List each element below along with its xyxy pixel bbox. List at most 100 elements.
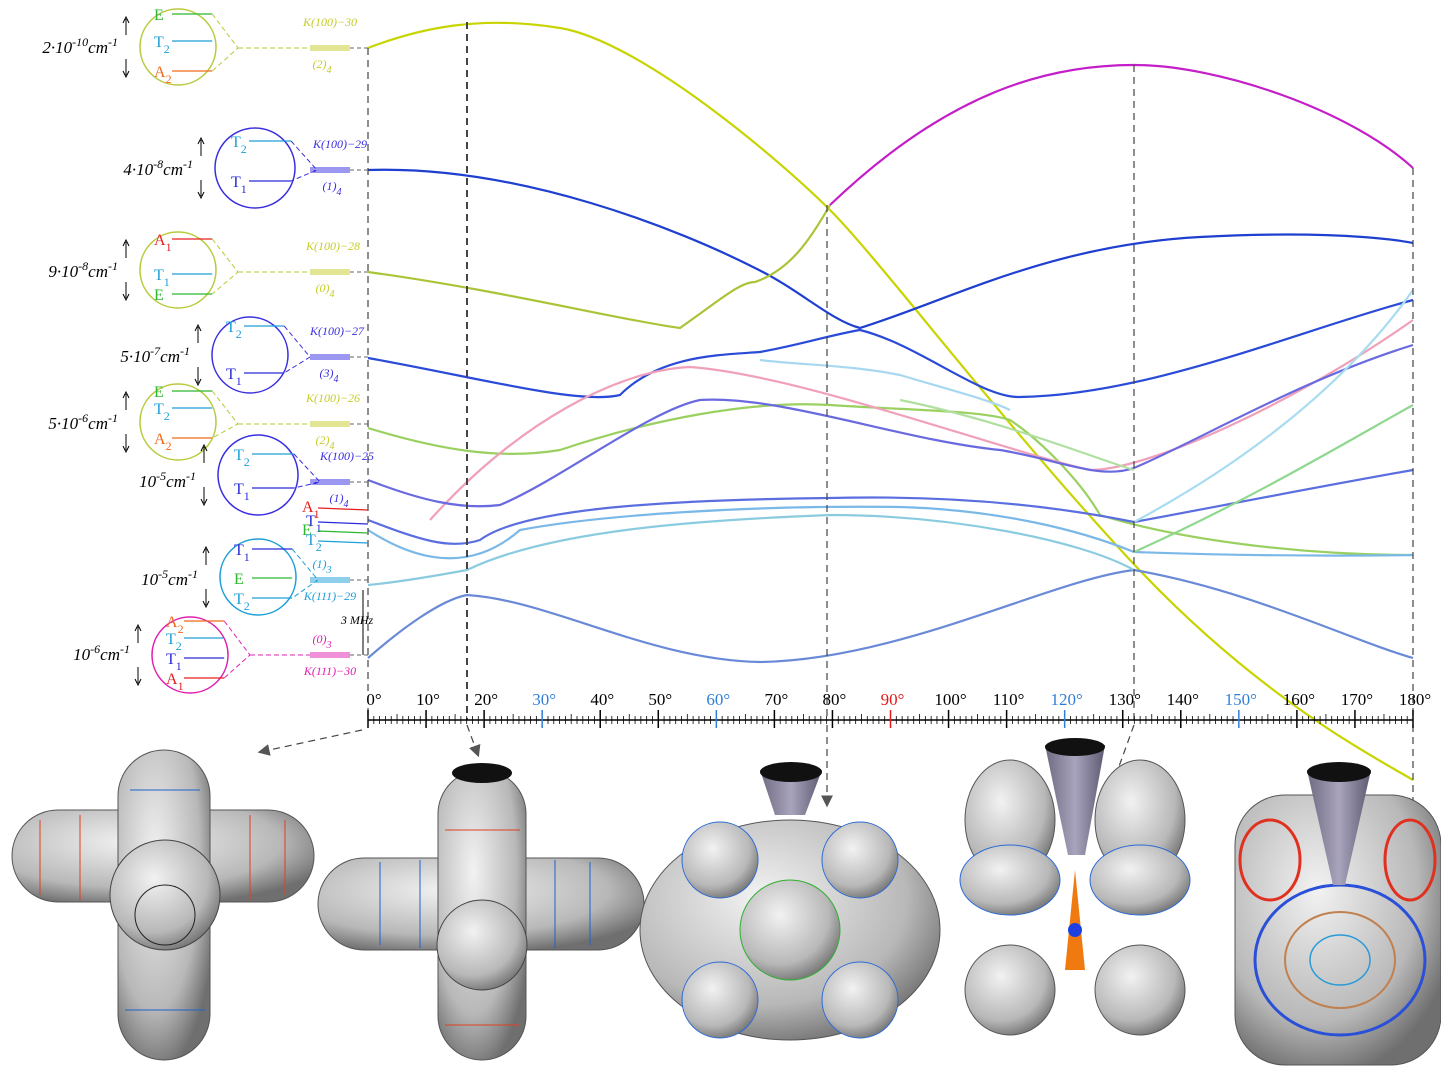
k-label: K(100)−26 bbox=[305, 391, 360, 405]
irrep-subscript: 2 bbox=[316, 540, 322, 554]
curve bbox=[1134, 290, 1413, 522]
curve bbox=[368, 345, 1413, 506]
irrep-subscript: 1 bbox=[244, 550, 250, 564]
irrep-label: E bbox=[154, 384, 164, 401]
irrep-symbol: A bbox=[154, 431, 166, 448]
irrep-subscript: 1 bbox=[241, 182, 247, 196]
band-label: (2)4 bbox=[313, 57, 332, 76]
scale-mantissa: 5·10 bbox=[48, 414, 78, 433]
irrep-subscript: 1 bbox=[244, 489, 250, 503]
scale-arrow bbox=[123, 17, 129, 77]
energy-curves bbox=[368, 23, 1413, 780]
x-tick-label: 70° bbox=[764, 690, 788, 709]
x-tick-label: 0° bbox=[366, 690, 381, 709]
irrep-subscript: 1 bbox=[316, 521, 322, 535]
scale-unit: cm bbox=[163, 160, 183, 179]
scale-exponent: -5 bbox=[158, 567, 168, 581]
k-label: K(100)−27 bbox=[309, 324, 365, 338]
irrep-subscript: 2 bbox=[176, 639, 182, 653]
irrep-symbol: E bbox=[234, 571, 244, 588]
irrep-symbol: A bbox=[154, 64, 166, 81]
x-tick-label: 30° bbox=[532, 690, 556, 709]
scale-unit: cm bbox=[160, 347, 180, 366]
level-circle bbox=[220, 539, 296, 615]
irrep-label: T1 bbox=[226, 366, 242, 388]
k-label: K(100)−29 bbox=[312, 137, 367, 151]
k-label: K(111)−29 bbox=[303, 589, 356, 603]
scale-arrow bbox=[201, 445, 207, 505]
curve bbox=[368, 507, 1413, 558]
energy-scale: 10-6cm-1 bbox=[73, 642, 130, 664]
irrep-label: T2 bbox=[306, 532, 322, 554]
irrep-symbol: T bbox=[234, 481, 244, 498]
x-tick-label: 80° bbox=[823, 690, 847, 709]
irrep-symbol: T bbox=[234, 591, 244, 608]
irrep-subscript: 2 bbox=[166, 439, 172, 453]
irrep-subscript: 2 bbox=[236, 327, 242, 341]
scale-unit-exponent: -1 bbox=[108, 259, 118, 273]
energy-scale: 10-5cm-1 bbox=[139, 469, 196, 491]
band-marker bbox=[310, 270, 350, 274]
band-marker bbox=[310, 653, 350, 657]
scale-mantissa: 2·10 bbox=[42, 38, 72, 57]
band-subscript: 4 bbox=[334, 374, 339, 385]
scale-mantissa: 10 bbox=[73, 645, 91, 664]
irrep-label: A1 bbox=[154, 232, 172, 254]
scale-mantissa: 4·10 bbox=[123, 160, 153, 179]
x-tick-label: 130° bbox=[1109, 690, 1141, 709]
scale-unit: cm bbox=[88, 414, 108, 433]
band-label: (3)4 bbox=[320, 366, 339, 385]
scale-arrow bbox=[123, 240, 129, 300]
irrep-symbol: E bbox=[154, 384, 164, 401]
irrep-subscript: 1 bbox=[178, 679, 184, 693]
band-subscript: 4 bbox=[344, 499, 349, 510]
irrep-label: T2 bbox=[234, 447, 250, 469]
figure: 2·10-10cm-1ET2A2K(100)−30(2)44·10-8cm-1T… bbox=[0, 0, 1441, 1078]
x-tick-label: 100° bbox=[934, 690, 966, 709]
band-label: (1)3 bbox=[313, 557, 332, 576]
irrep-label: T1 bbox=[154, 267, 170, 289]
band-marker bbox=[310, 355, 350, 359]
splitting-note: 3 MHz bbox=[340, 613, 374, 627]
band-label: (1)4 bbox=[323, 179, 342, 198]
irrep-symbol: A bbox=[166, 671, 178, 688]
irrep-symbol: A bbox=[154, 232, 166, 249]
irrep-subscript: 2 bbox=[244, 455, 250, 469]
scale-unit: cm bbox=[88, 262, 108, 281]
band-label: (0)4 bbox=[316, 281, 335, 300]
energy-scale: 10-5cm-1 bbox=[141, 567, 198, 589]
scale-unit-exponent: -1 bbox=[120, 642, 130, 656]
scale-unit: cm bbox=[100, 645, 120, 664]
irrep-symbol: T bbox=[154, 401, 164, 418]
irrep-label: T2 bbox=[154, 34, 170, 56]
scale-exponent: -8 bbox=[153, 157, 163, 171]
energy-scale: 9·10-8cm-1 bbox=[48, 259, 118, 281]
scale-unit-exponent: -1 bbox=[183, 157, 193, 171]
scale-exponent: -6 bbox=[90, 642, 100, 656]
band-marker bbox=[310, 168, 350, 172]
band-number: (0) bbox=[313, 632, 327, 646]
curve bbox=[368, 23, 1413, 780]
band-number: (0) bbox=[316, 281, 330, 295]
irrep-label: T2 bbox=[234, 591, 250, 613]
irrep-subscript: 1 bbox=[164, 275, 170, 289]
irrep-symbol: T bbox=[154, 34, 164, 51]
x-tick-label: 90° bbox=[881, 690, 905, 709]
curve bbox=[430, 320, 1413, 520]
irrep-subscript: 2 bbox=[164, 409, 170, 423]
curve bbox=[830, 65, 1413, 205]
irrep-label: E bbox=[234, 571, 244, 588]
x-tick-label: 150° bbox=[1225, 690, 1257, 709]
irrep-label: T2 bbox=[154, 401, 170, 423]
irrep-label: T1 bbox=[231, 174, 247, 196]
level-circle bbox=[212, 317, 288, 393]
irrep-label: T2 bbox=[226, 319, 242, 341]
k-label: K(100)−30 bbox=[302, 15, 357, 29]
surface bbox=[960, 738, 1190, 1035]
scale-unit-exponent: -1 bbox=[180, 344, 190, 358]
curve bbox=[368, 205, 830, 328]
irrep-symbol: T bbox=[231, 134, 241, 151]
scale-mantissa: 10 bbox=[141, 570, 159, 589]
band-number: (1) bbox=[313, 557, 327, 571]
scale-exponent: -10 bbox=[72, 35, 88, 49]
